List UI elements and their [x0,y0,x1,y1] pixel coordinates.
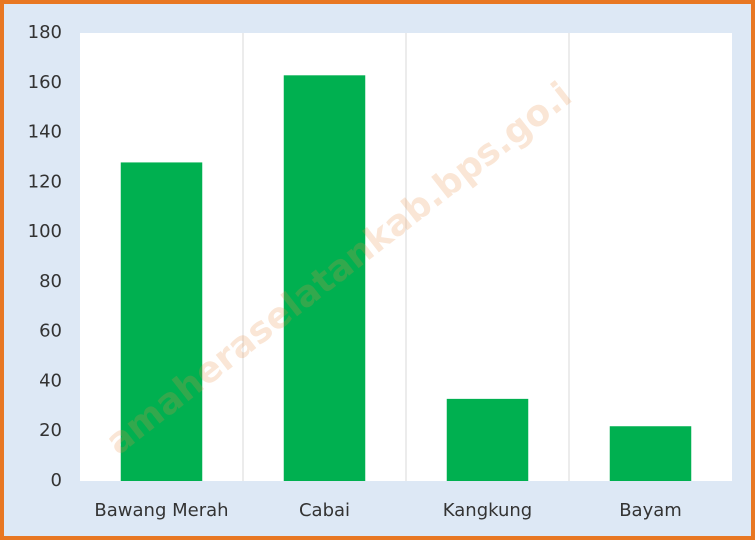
y-tick-label: 160 [28,72,62,93]
x-tick-label: Bayam [619,500,682,521]
bar [283,75,366,482]
y-tick-label: 140 [28,122,62,143]
y-tick-label: 20 [39,420,62,441]
y-tick-label: 180 [28,22,62,43]
y-tick-label: 60 [39,321,62,342]
y-tick-label: 40 [39,370,62,391]
y-tick-label: 0 [51,470,62,491]
x-tick-label: Cabai [299,500,350,521]
y-tick-label: 120 [28,171,62,192]
x-tick-label: Bawang Merah [94,500,228,521]
plot: 0 20 40 60 80 100 120 140 160 180 Bawang Merah Caba… [28,22,692,521]
y-tick-label: 80 [39,271,62,292]
bar [120,162,203,481]
bar [446,398,529,481]
bar [609,426,692,481]
x-tick-label: Kangkung [443,500,532,521]
y-tick-label: 100 [28,221,62,242]
